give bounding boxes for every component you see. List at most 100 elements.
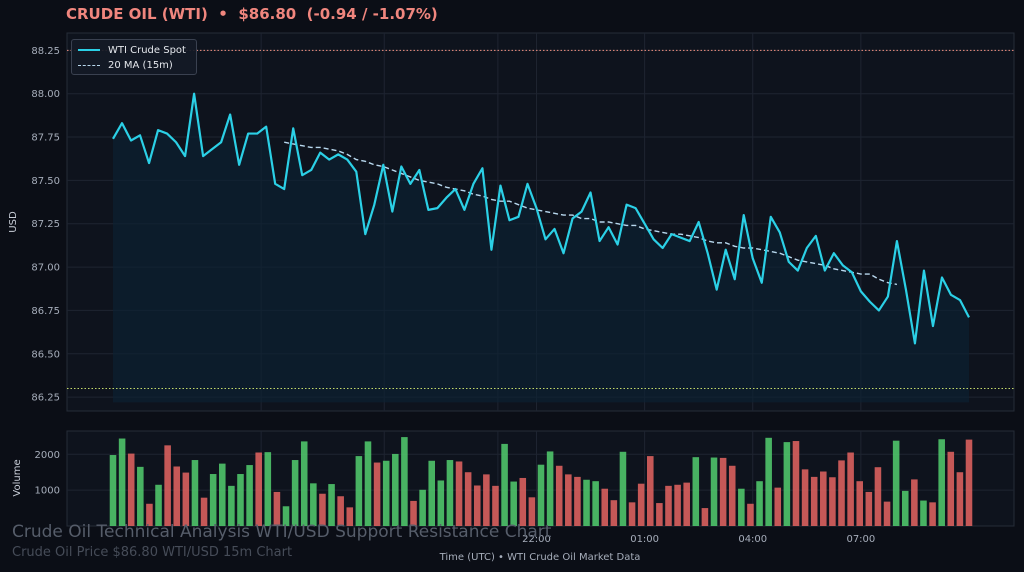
legend-label-ma: 20 MA (15m) <box>108 59 173 71</box>
volume-y-ticks: 1000 2000 <box>35 450 60 497</box>
x-tick: 22:00 <box>522 534 551 545</box>
volume-bar-down <box>674 484 681 526</box>
volume-bar-down <box>856 481 864 526</box>
volume-bar-down <box>956 472 964 526</box>
volume-bar-down <box>337 496 344 526</box>
price-y-tick: 86.25 <box>31 393 60 404</box>
volume-bar-up <box>619 451 627 526</box>
price-y-ticks: 86.25 86.50 86.75 87.00 87.25 87.50 87.75 88.00… <box>31 46 60 404</box>
volume-bar-up <box>583 479 590 526</box>
volume-bar-down <box>865 491 873 526</box>
x-ticks: 22:00 01:00 04:00 07:00 <box>522 534 875 545</box>
volume-bar-down <box>528 497 536 526</box>
x-tick: 07:00 <box>846 534 875 545</box>
volume-bar-up <box>756 481 763 526</box>
volume-bar-up <box>246 465 253 526</box>
volume-y-tick: 2000 <box>35 450 60 461</box>
price-y-tick: 86.75 <box>31 306 60 317</box>
volume-bar-up <box>938 439 945 526</box>
support-resistance-lines <box>67 49 1014 389</box>
volume-bar-down <box>255 452 262 526</box>
volume-bar-down <box>947 451 955 526</box>
price-y-tick: 88.25 <box>31 46 60 57</box>
price-y-tick: 87.75 <box>31 133 60 144</box>
volume-bar-up <box>364 441 372 526</box>
watermark-title: Crude Oil Technical Analysis WTI/USD Sup… <box>12 522 552 542</box>
volume-bar-down <box>838 460 845 526</box>
ma-line <box>284 141 898 286</box>
volume-bar-down <box>555 465 563 526</box>
volume-bar-down <box>801 469 809 526</box>
watermark-subtitle: Crude Oil Price $86.80 WTI/USD 15m Chart <box>12 545 293 560</box>
volume-bar-up <box>501 443 508 526</box>
x-axis-label: Time (UTC) • WTI Crude Oil Market Data <box>439 552 641 563</box>
volume-bar-down <box>464 472 472 526</box>
volume-bar-down <box>373 462 381 526</box>
volume-bar-down <box>410 500 417 526</box>
volume-bar-down <box>847 452 854 526</box>
volume-bar-up <box>291 460 299 526</box>
volume-bar-down <box>911 479 918 526</box>
volume-bar-down <box>829 477 836 526</box>
volume-bar-up <box>419 489 426 526</box>
x-tick: 01:00 <box>630 534 659 545</box>
volume-bar-up <box>710 457 718 526</box>
volume-bar-down <box>792 441 800 526</box>
volume-bar-down <box>346 507 354 526</box>
legend-item-ma: 20 MA (15m) <box>78 58 173 72</box>
volume-bar-down <box>273 491 281 526</box>
volume-bar-down <box>127 453 135 526</box>
ma-series <box>284 141 898 286</box>
volume-bar-up <box>920 500 927 526</box>
volume-bar-down <box>319 493 326 526</box>
volume-bar-up <box>592 481 599 526</box>
volume-bar-up <box>300 441 308 526</box>
volume-bar-down <box>747 503 754 526</box>
price-series <box>112 92 970 345</box>
legend-label-price: WTI Crude Spot <box>108 44 186 56</box>
volume-bar-up <box>537 464 545 526</box>
legend-swatch-price <box>78 49 100 51</box>
volume-bar-up <box>109 455 117 526</box>
volume-bar-down <box>628 502 636 526</box>
volume-bar-up <box>237 474 244 526</box>
volume-bar-up <box>282 506 290 526</box>
volume-bars <box>109 437 973 526</box>
volume-bar-up <box>191 460 199 526</box>
volume-bar-down <box>182 472 190 526</box>
volume-bar-up <box>155 484 162 526</box>
volume-y-tick: 1000 <box>35 486 60 497</box>
volume-bar-down <box>656 503 663 526</box>
volume-bar-up <box>228 485 235 526</box>
chart-title: CRUDE OIL (WTI) • $86.80 (-0.94 / -1.07%… <box>66 5 438 23</box>
volume-bar-down <box>883 501 891 526</box>
volume-bar-up <box>692 457 700 526</box>
volume-bar-down <box>874 467 882 526</box>
volume-bar-up <box>137 466 144 526</box>
legend: WTI Crude Spot 20 MA (15m) <box>71 39 197 75</box>
volume-bar-down <box>728 465 736 526</box>
volume-bar-down <box>146 503 153 526</box>
volume-bar-down <box>965 439 973 526</box>
volume-bar-down <box>719 457 727 526</box>
price-y-tick: 87.50 <box>31 176 60 187</box>
legend-item-price: WTI Crude Spot <box>78 43 186 57</box>
volume-bar-up <box>901 490 909 526</box>
y-axis-label: USD <box>8 211 19 233</box>
price-y-tick: 87.25 <box>31 219 60 230</box>
volume-bar-up <box>437 480 445 526</box>
volume-bar-up <box>118 438 126 526</box>
volume-bar-down <box>646 456 654 526</box>
volume-bar-up <box>765 437 772 526</box>
volume-bar-up <box>355 456 363 526</box>
volume-bar-up <box>892 440 900 526</box>
volume-bar-up <box>328 484 335 526</box>
volume-bar-down <box>200 497 208 526</box>
volume-axis-label: Volume <box>12 459 23 496</box>
volume-bar-down <box>565 474 572 526</box>
volume-bar-down <box>164 445 171 526</box>
volume-bar-down <box>701 508 709 526</box>
volume-bar-down <box>574 476 581 526</box>
volume-bar-up <box>264 452 272 526</box>
